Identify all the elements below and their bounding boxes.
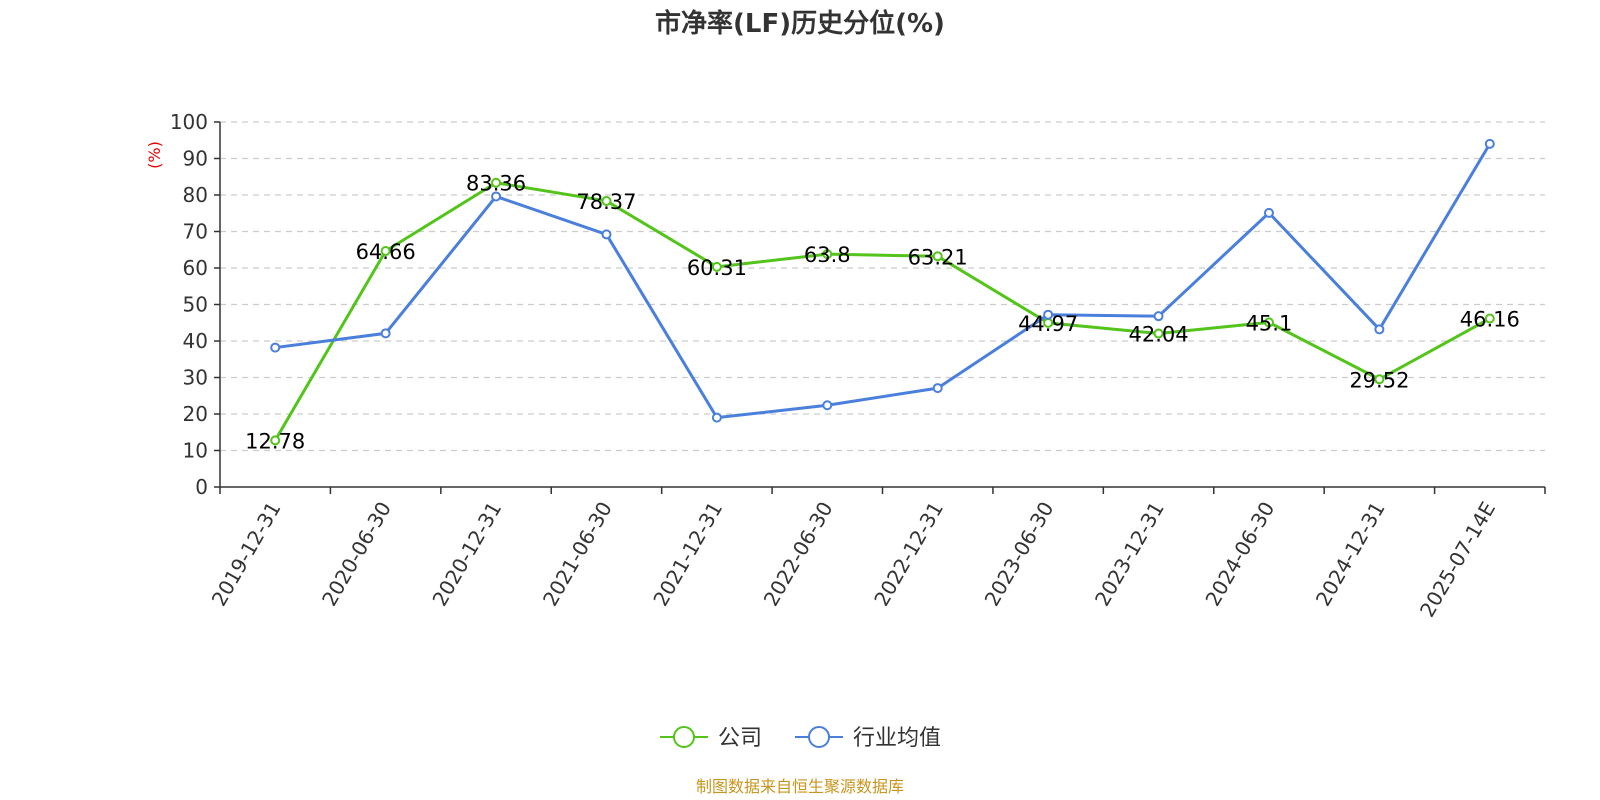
series-line-0 xyxy=(273,181,1491,442)
data-point[interactable] xyxy=(270,342,281,353)
data-label: 63.8 xyxy=(804,243,851,267)
data-point[interactable] xyxy=(491,177,502,188)
y-tick-label: 50 xyxy=(183,293,208,317)
data-label: 60.31 xyxy=(687,256,747,280)
legend-item-1[interactable]: 行业均值 xyxy=(795,726,941,751)
y-tick-label: 40 xyxy=(183,329,208,353)
data-point[interactable] xyxy=(1263,317,1274,328)
data-point[interactable] xyxy=(1043,309,1054,320)
data-point[interactable] xyxy=(822,249,833,260)
x-tick-label: 2020-06-30 xyxy=(317,498,396,611)
data-point[interactable] xyxy=(380,245,391,256)
y-tick-label: 0 xyxy=(195,475,208,499)
axes: 0 10 20 30 40 50 60 70 80 90 100 2019-12-31 2020-06-… xyxy=(170,110,1546,622)
x-tick-label: 2019-12-31 xyxy=(207,498,286,611)
data-point[interactable] xyxy=(932,383,943,394)
data-label: 42.04 xyxy=(1128,323,1188,347)
data-label: 45.1 xyxy=(1246,311,1293,335)
data-point[interactable] xyxy=(1263,207,1274,218)
data-labels: 12.78 64.66 83.36 78.37 60.31 63.8 63.21 44.97 4… xyxy=(245,172,1520,454)
legend[interactable]: 公司 行业均值 xyxy=(660,726,941,751)
x-tick-label: 2024-12-31 xyxy=(1311,498,1390,611)
data-point[interactable] xyxy=(1484,313,1495,324)
data-source-note: 制图数据来自恒生聚源数据库 xyxy=(696,777,904,796)
data-label: 46.16 xyxy=(1460,308,1520,332)
x-tick-label: 2022-12-31 xyxy=(869,498,948,611)
x-tick-label: 2020-12-31 xyxy=(427,498,506,611)
data-point[interactable] xyxy=(380,328,391,339)
y-tick-label: 100 xyxy=(170,110,208,134)
chart-title: 市净率(LF)历史分位(%) xyxy=(655,8,945,39)
x-tick-label: 2023-06-30 xyxy=(980,498,1059,611)
data-point[interactable] xyxy=(822,400,833,411)
y-tick-label: 90 xyxy=(183,147,208,171)
y-tick-label: 80 xyxy=(183,183,208,207)
data-point[interactable] xyxy=(1153,328,1164,339)
data-point[interactable] xyxy=(1374,324,1385,335)
y-tick-label: 20 xyxy=(183,402,208,426)
data-point[interactable] xyxy=(932,251,943,262)
x-tick-label: 2021-12-31 xyxy=(648,498,727,611)
x-tick-label: 2025-07-14E xyxy=(1415,498,1500,622)
legend-marker-icon xyxy=(673,726,695,748)
x-tick-label: 2023-12-31 xyxy=(1090,498,1169,611)
legend-label: 行业均值 xyxy=(853,726,941,751)
series-line-1 xyxy=(275,143,1492,420)
y-tick-label: 30 xyxy=(183,366,208,390)
data-point[interactable] xyxy=(1374,374,1385,385)
y-tick-label: 10 xyxy=(183,439,208,463)
y-tick-label: 70 xyxy=(183,220,208,244)
data-label: 83.36 xyxy=(466,172,526,196)
data-label: 44.97 xyxy=(1018,312,1078,336)
data-point[interactable] xyxy=(491,191,502,202)
data-point[interactable] xyxy=(601,195,612,206)
data-label: 64.66 xyxy=(356,240,416,264)
data-point[interactable] xyxy=(1153,311,1164,322)
y-axis-unit-label: (%) xyxy=(145,141,164,169)
series-lines xyxy=(270,138,1495,446)
legend-label: 公司 xyxy=(718,726,762,751)
x-tick-label: 2024-06-30 xyxy=(1200,498,1279,611)
data-point[interactable] xyxy=(711,261,722,272)
data-point[interactable] xyxy=(601,229,612,240)
data-label: 12.78 xyxy=(245,429,305,453)
data-point[interactable] xyxy=(1484,138,1495,149)
legend-item-0[interactable]: 公司 xyxy=(660,726,762,751)
data-label: 63.21 xyxy=(908,245,968,269)
data-point[interactable] xyxy=(270,435,281,446)
data-point[interactable] xyxy=(711,412,722,423)
y-tick-label: 60 xyxy=(183,256,208,280)
x-tick-label: 2021-06-30 xyxy=(538,498,617,611)
grid-lines xyxy=(220,121,1545,452)
legend-marker-icon xyxy=(808,726,830,748)
x-tick-label: 2022-06-30 xyxy=(759,498,838,611)
data-label: 29.52 xyxy=(1349,368,1409,392)
data-label: 78.37 xyxy=(576,190,636,214)
